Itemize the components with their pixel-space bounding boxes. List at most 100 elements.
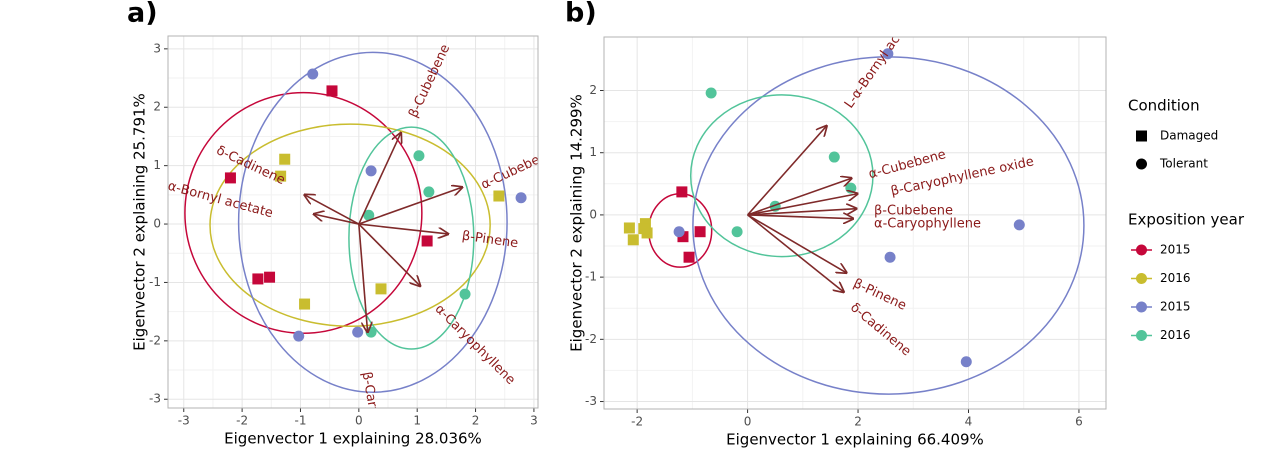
- y-tick-label: 2: [589, 83, 597, 97]
- confidence-ellipse: [689, 94, 874, 258]
- loading-arrow: [747, 214, 847, 273]
- x-tick-label: -3: [178, 414, 190, 428]
- loading-arrow: [358, 187, 462, 225]
- y-tick-label: -3: [149, 392, 161, 406]
- point: [279, 153, 291, 165]
- panel-border: [167, 35, 539, 409]
- x-tick-label: 0: [744, 415, 752, 429]
- plot-area: β-Cubebeneα-Cubebeneβ-Pineneα-Caryophyll…: [168, 36, 538, 408]
- point: [828, 151, 840, 163]
- legend-label: Tolerant: [1159, 157, 1208, 171]
- legend-key: [1136, 330, 1147, 341]
- legend-key: [1136, 130, 1147, 142]
- legend-label: 2016: [1160, 328, 1191, 342]
- loading-label: α-Caryophyllene: [874, 217, 981, 232]
- x-axis-title: Eigenvector 1 explaining 28.036%: [224, 430, 482, 448]
- point: [884, 251, 896, 263]
- point: [352, 326, 364, 338]
- point: [845, 182, 857, 194]
- y-tick-label: 2: [153, 100, 161, 114]
- loading-arrow: [746, 126, 827, 216]
- point: [638, 223, 650, 235]
- x-tick-label: 0: [355, 414, 363, 428]
- loading-arrow: [358, 223, 368, 332]
- x-axis-title: Eigenvector 1 explaining 66.409%: [726, 431, 984, 449]
- point: [515, 192, 527, 204]
- point: [683, 251, 695, 263]
- legend-label: 2016: [1160, 271, 1191, 285]
- x-tick-label: 6: [1075, 415, 1083, 429]
- loading-arrow: [358, 223, 420, 286]
- point: [459, 288, 471, 300]
- point: [363, 209, 375, 221]
- point: [882, 48, 894, 60]
- y-tick-label: 0: [153, 217, 161, 231]
- point: [731, 226, 743, 238]
- point: [299, 298, 311, 310]
- point: [705, 87, 717, 99]
- y-tick-label: -1: [149, 275, 161, 289]
- y-tick-label: -2: [149, 333, 161, 347]
- legend-key: [1136, 158, 1147, 170]
- y-tick-label: 1: [153, 158, 161, 172]
- confidence-ellipse: [237, 51, 508, 393]
- panel-border: [603, 36, 1107, 410]
- point: [627, 234, 639, 246]
- point: [413, 150, 425, 162]
- loading-label: β-Cubebene: [874, 204, 953, 219]
- x-tick-label: 2: [854, 415, 862, 429]
- x-tick-label: 2: [472, 414, 480, 428]
- loading-arrow: [747, 178, 852, 216]
- point: [673, 226, 685, 238]
- point: [224, 172, 236, 184]
- legend-label: 2015: [1160, 300, 1191, 314]
- loading-arrow: [747, 214, 844, 292]
- x-tick-label: 1: [413, 414, 421, 428]
- x-tick-label: -2: [631, 415, 643, 429]
- y-tick-label: -1: [585, 270, 597, 284]
- point: [326, 85, 338, 97]
- legend-title: Exposition year: [1128, 211, 1245, 229]
- point: [694, 226, 706, 238]
- point: [423, 186, 435, 198]
- point: [421, 235, 433, 247]
- loading-arrow: [358, 223, 448, 234]
- legend-title: Condition: [1128, 97, 1200, 115]
- y-axis-title: Eigenvector 2 explaining 25.791%: [131, 93, 149, 351]
- y-tick-label: 1: [589, 145, 597, 159]
- point: [493, 190, 505, 202]
- point: [264, 271, 276, 283]
- y-tick-label: 3: [153, 41, 161, 55]
- legend-key: [1136, 244, 1147, 256]
- confidence-ellipse: [209, 123, 491, 327]
- legend-label: 2015: [1160, 243, 1191, 257]
- panel-label: a): [127, 0, 158, 29]
- point: [960, 356, 972, 368]
- y-axis-title: Eigenvector 2 explaining 14.299%: [568, 94, 586, 352]
- point: [365, 165, 377, 177]
- loading-arrow: [305, 195, 360, 225]
- x-tick-label: 4: [965, 415, 973, 429]
- y-tick-label: 0: [589, 207, 597, 221]
- y-tick-label: -2: [585, 332, 597, 346]
- x-tick-label: -2: [236, 414, 248, 428]
- point: [677, 231, 689, 243]
- loading-arrow: [747, 215, 853, 219]
- y-tick-label: -3: [585, 394, 597, 408]
- point: [275, 170, 287, 182]
- panel-label: b): [565, 0, 597, 29]
- point: [1013, 219, 1025, 231]
- point: [252, 273, 264, 285]
- point: [676, 186, 688, 198]
- loading-arrow: [314, 214, 360, 225]
- legend-label: Damaged: [1160, 129, 1218, 143]
- loading-arrow: [747, 209, 857, 216]
- loading-arrow: [747, 194, 858, 216]
- legend-key: [1136, 273, 1147, 284]
- x-tick-label: 3: [530, 414, 538, 428]
- loading-arrow: [358, 133, 401, 225]
- legend-key: [1136, 301, 1147, 313]
- point: [307, 68, 319, 80]
- point: [293, 330, 305, 342]
